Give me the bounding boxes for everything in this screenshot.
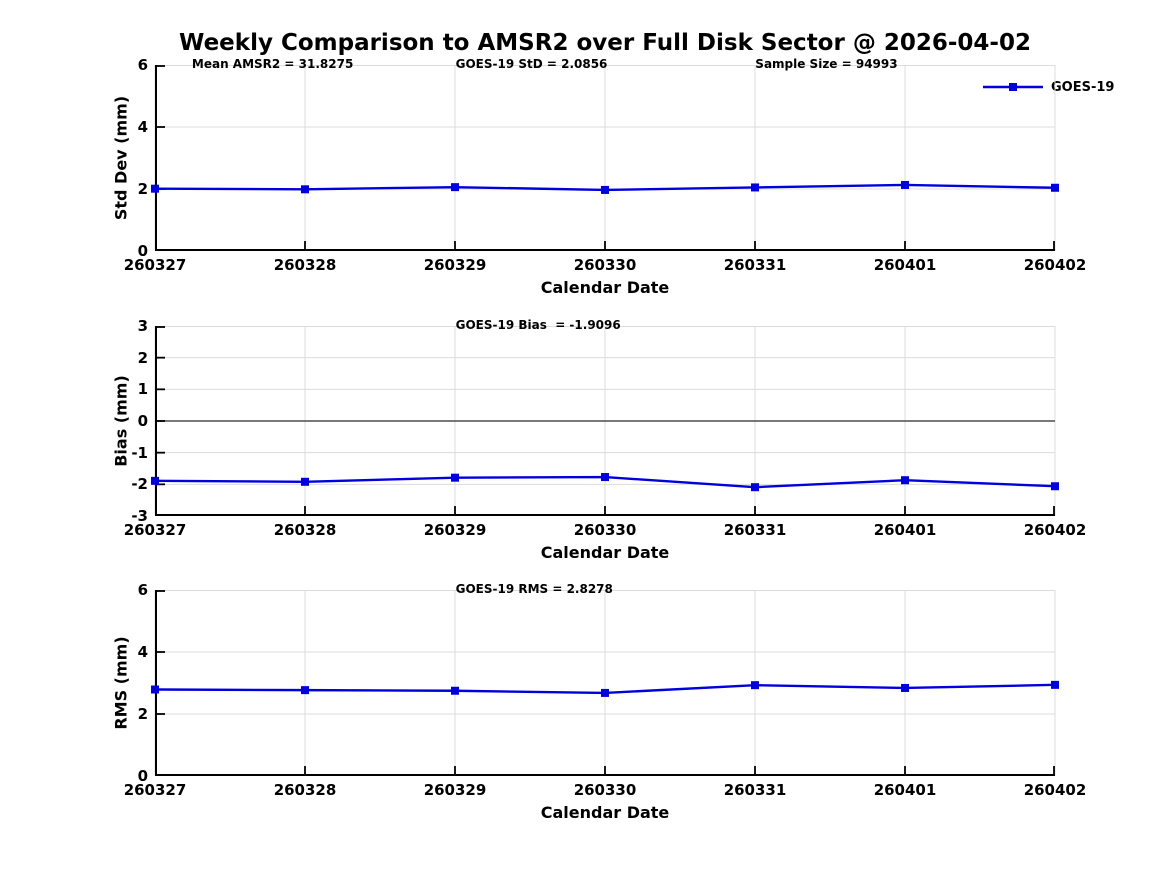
subplot-annotation: Mean AMSR2 = 31.8275: [191, 57, 354, 71]
x-tick-label: 260330: [573, 256, 637, 274]
legend: GOES-19: [981, 77, 1114, 97]
data-point-marker: [451, 183, 459, 192]
data-point-marker: [301, 477, 309, 486]
x-tick-label: 260328: [273, 256, 337, 274]
y-tick-label: 2: [137, 180, 148, 198]
subplot-annotation: GOES-19 RMS = 2.8278: [455, 582, 613, 596]
x-tick-label: 260331: [723, 256, 787, 274]
data-point-marker: [1051, 482, 1059, 491]
x-tick-label: 260329: [423, 256, 487, 274]
x-axis-label-2: Calendar Date: [540, 543, 670, 562]
x-tick-label: 260401: [873, 521, 937, 539]
data-point-marker: [151, 685, 159, 694]
x-axis-label-1: Calendar Date: [540, 278, 670, 297]
x-tick-label: 260327: [123, 256, 187, 274]
data-point-marker: [601, 688, 609, 697]
x-tick-label: 260401: [873, 781, 937, 799]
data-point-marker: [1051, 680, 1059, 689]
legend-label: GOES-19: [1051, 79, 1115, 95]
y-tick-label: 4: [137, 118, 148, 136]
x-tick-label: 260327: [123, 781, 187, 799]
y-tick-label: -2: [131, 475, 148, 494]
subplot-annotation: GOES-19 Bias = -1.9096: [455, 318, 621, 332]
data-point-marker: [1051, 183, 1059, 192]
data-point-marker: [901, 180, 909, 189]
data-point-marker: [451, 686, 459, 695]
y-axis-label-1: Std Dev (mm): [111, 95, 131, 221]
y-tick-label: 0: [137, 412, 148, 430]
x-tick-label: 260329: [423, 781, 487, 799]
plot-area-1: [151, 65, 1059, 251]
x-tick-label: 260327: [123, 521, 187, 539]
data-point-marker: [601, 473, 609, 482]
y-tick-label: 2: [137, 705, 148, 723]
x-tick-label: 260402: [1023, 521, 1087, 539]
x-tick-label: 260330: [573, 521, 637, 539]
subplot-annotation: GOES-19 StD = 2.0856: [455, 57, 608, 71]
y-tick-label: -1: [131, 443, 148, 462]
plot-area-2: [151, 326, 1059, 516]
subplot-annotation: Sample Size = 94993: [755, 57, 898, 71]
x-axis-label-3: Calendar Date: [540, 803, 670, 822]
x-tick-label: 260402: [1023, 256, 1087, 274]
data-point-marker: [901, 683, 909, 692]
data-point-marker: [151, 184, 159, 193]
data-point-marker: [601, 185, 609, 194]
data-point-marker: [751, 183, 759, 192]
y-tick-label: 1: [137, 380, 148, 399]
x-tick-label: 260331: [723, 781, 787, 799]
y-tick-label: 2: [137, 348, 148, 367]
plot-area-3: [151, 590, 1059, 776]
y-tick-label: 6: [137, 581, 148, 599]
data-point-marker: [301, 185, 309, 194]
y-tick-label: 0: [137, 242, 148, 260]
y-tick-label: -3: [131, 507, 148, 525]
x-tick-label: 260330: [573, 781, 637, 799]
data-point-marker: [451, 473, 459, 482]
x-tick-label: 260328: [273, 521, 337, 539]
x-tick-label: 260331: [723, 521, 787, 539]
x-tick-label: 260329: [423, 521, 487, 539]
data-point-marker: [151, 476, 159, 485]
figure-title: Weekly Comparison to AMSR2 over Full Dis…: [179, 30, 1031, 56]
data-point-marker: [751, 483, 759, 492]
x-tick-label: 260401: [873, 256, 937, 274]
data-point-marker: [301, 686, 309, 695]
data-point-marker: [751, 681, 759, 690]
x-tick-label: 260402: [1023, 781, 1087, 799]
data-point-marker: [901, 476, 909, 485]
y-tick-label: 6: [137, 56, 148, 74]
y-tick-label: 4: [137, 643, 148, 661]
y-tick-label: 3: [137, 317, 148, 335]
y-tick-label: 0: [137, 767, 148, 785]
legend-line-marker-icon: [983, 83, 1043, 91]
x-tick-label: 260328: [273, 781, 337, 799]
